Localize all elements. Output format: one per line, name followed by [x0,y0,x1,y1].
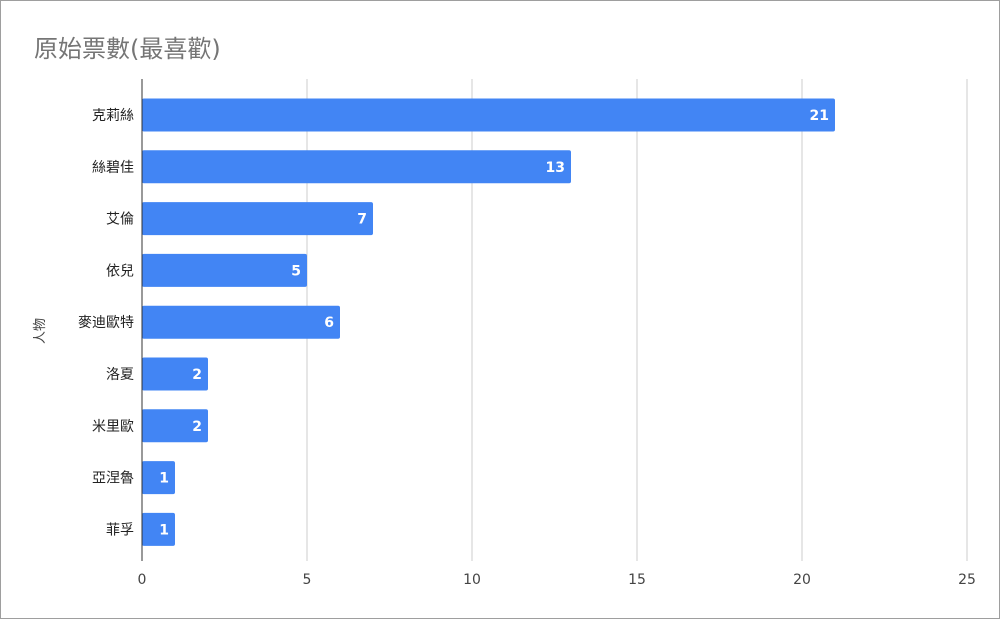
bar-data-label: 5 [291,263,301,279]
category-label: 麥迪歐特 [78,315,134,331]
chart-title: 原始票數(最喜歡) [34,35,221,63]
x-tick-label: 0 [138,572,147,588]
x-tick-label: 20 [793,572,811,588]
bar-data-label: 2 [192,367,202,383]
x-tick-label: 10 [463,572,481,588]
bar-6 [142,409,208,443]
bar-5 [142,357,208,391]
x-tick-label: 25 [958,572,976,588]
bar-data-label: 7 [357,212,367,228]
bar-data-label: 1 [159,471,169,487]
bar-0 [142,98,835,132]
bar-data-label: 2 [192,419,202,435]
x-tick-label: 5 [303,572,312,588]
bar-data-label: 21 [810,108,829,124]
bar-data-label: 13 [546,160,565,176]
x-tick-labels: 0 5 10 15 20 25 [138,572,976,588]
bar-8 [142,512,175,546]
category-label: 艾倫 [106,212,134,228]
bar-7 [142,461,175,495]
bar-2 [142,202,373,236]
category-label: 依兒 [106,263,134,279]
bar-1 [142,150,571,184]
category-label: 洛夏 [106,367,134,383]
category-label: 克莉絲 [92,108,134,124]
category-label: 菲孚 [106,522,134,538]
category-label: 亞涅魯 [92,471,134,487]
bar-data-label: 1 [159,522,169,538]
y-axis-label: 人物 [33,318,48,344]
category-label: 絲碧佳 [92,160,134,176]
category-label: 米里歐 [92,419,134,435]
bar-3 [142,253,307,287]
bar-data-label: 6 [324,315,334,331]
x-tick-label: 15 [628,572,646,588]
bar-4 [142,305,340,339]
